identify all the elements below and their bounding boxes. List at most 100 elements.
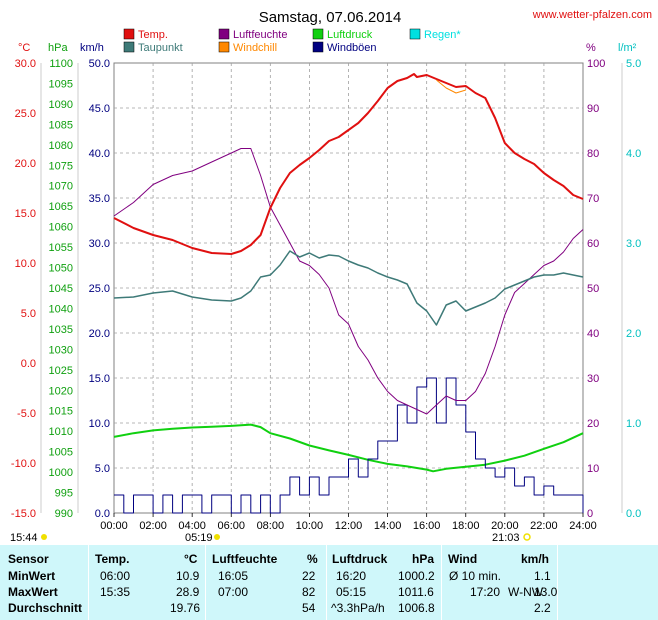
temp-axis-tick-label: 25.0 xyxy=(15,108,36,120)
stats-row-label-max: MaxWert xyxy=(8,585,58,599)
wind-axis-tick-label: 15.0 xyxy=(89,373,110,385)
series-line-windchill xyxy=(436,79,466,94)
pressure-axis-tick-label: 1095 xyxy=(49,78,73,90)
wind-axis-tick-label: 50.0 xyxy=(89,58,110,70)
stats-min-wind-time: Ø 10 min. xyxy=(449,569,502,583)
site-link[interactable]: www.wetter-pfalzen.com xyxy=(532,9,652,21)
pressure-axis-tick-label: 1055 xyxy=(49,242,73,254)
stats-max-wind-dir: W-NW xyxy=(508,585,544,599)
temp-axis-tick-label: 20.0 xyxy=(15,158,36,170)
stats-header-temp-unit: °C xyxy=(184,552,198,566)
temp-axis-unit: °C xyxy=(18,42,30,54)
humidity-axis-tick-label: 40 xyxy=(587,328,599,340)
stats-avg-press-trend: ^3.3hPa/h xyxy=(331,601,385,615)
pressure-axis-tick-label: 1005 xyxy=(49,447,73,459)
stats-header-pressure-unit: hPa xyxy=(412,552,435,566)
temp-axis-tick-label: -5.0 xyxy=(17,408,36,420)
legend-label: Regen* xyxy=(424,29,461,41)
stats-max-press-value: 1011.6 xyxy=(398,585,434,599)
x-axis-tick-label: 08:00 xyxy=(257,520,285,532)
stats-row-label-min: MinWert xyxy=(8,569,56,583)
rain-axis-unit: l/m² xyxy=(618,42,637,54)
sunset-icon xyxy=(523,533,531,541)
pressure-axis-tick-label: 1090 xyxy=(49,99,73,111)
pressure-axis-tick-label: 1000 xyxy=(49,467,73,479)
legend-swatch xyxy=(218,28,230,40)
grid xyxy=(114,63,583,513)
temp-axis-tick-label: 10.0 xyxy=(15,258,36,270)
stats-table: Sensor Temp. °C Luftfeuchte % Luftdruck … xyxy=(0,545,658,620)
x-axis-tick-label: 10:00 xyxy=(296,520,324,532)
x-axis-tick-label: 00:00 xyxy=(100,520,128,532)
legend-swatch xyxy=(123,28,135,40)
pressure-axis-tick-label: 1020 xyxy=(49,385,73,397)
pressure-axis-tick-label: 1015 xyxy=(49,406,73,418)
sun-markers: 15:44 05:19 21:03 xyxy=(10,532,531,544)
pressure-axis-tick-label: 1010 xyxy=(49,426,73,438)
pressure-axis-tick-label: 990 xyxy=(55,508,73,520)
sunrise-time: 05:19 xyxy=(185,532,213,544)
pressure-axis-tick-label: 1030 xyxy=(49,344,73,356)
stats-header-humidity: Luftfeuchte xyxy=(212,552,278,566)
humidity-axis-tick-label: 20 xyxy=(587,418,599,430)
wind-axis-tick-label: 40.0 xyxy=(89,148,110,160)
x-axis-tick-label: 20:00 xyxy=(491,520,519,532)
sun-label-left: 15:44 xyxy=(10,532,38,544)
x-axis-tick-label: 16:00 xyxy=(413,520,441,532)
series-line-temp xyxy=(113,73,584,255)
wind-axis-tick-label: 45.0 xyxy=(89,103,110,115)
pressure-axis-unit: hPa xyxy=(48,42,68,54)
stats-min-press-value: 1000.2 xyxy=(398,569,435,583)
pressure-axis-tick-label: 1040 xyxy=(49,303,73,315)
pressure-axis-tick-label: 1080 xyxy=(49,140,73,152)
stats-min-wind-value: 1.1 xyxy=(534,569,551,583)
x-axis-tick-label: 24:00 xyxy=(569,520,597,532)
x-axis-tick-label: 18:00 xyxy=(452,520,480,532)
legend-label: Luftfeuchte xyxy=(233,29,287,41)
stats-header-sensor: Sensor xyxy=(8,552,49,566)
pressure-axis-tick-label: 1085 xyxy=(49,119,73,131)
axes: 30.0 25.0 20.0 15.0 10.0 5.0 0.0 -5.0 -10.0 -15.0… xyxy=(11,58,641,532)
legend-swatch xyxy=(123,41,135,53)
humidity-axis-tick-label: 90 xyxy=(587,103,599,115)
wind-axis-tick-label: 30.0 xyxy=(89,238,110,250)
wind-axis-tick-label: 5.0 xyxy=(95,463,110,475)
sun-icon xyxy=(41,534,47,540)
series-group xyxy=(113,73,584,514)
legend-swatch xyxy=(409,28,421,40)
humidity-axis-tick-label: 60 xyxy=(587,238,599,250)
legend-label: Windchill xyxy=(233,42,277,54)
wind-axis-tick-label: 10.0 xyxy=(89,418,110,430)
pressure-axis-tick-label: 1070 xyxy=(49,181,73,193)
sunset-time: 21:03 xyxy=(492,532,520,544)
rain-axis-tick-label: 5.0 xyxy=(626,58,641,70)
x-axis-tick-label: 02:00 xyxy=(139,520,167,532)
chart-title: Samstag, 07.06.2014 xyxy=(259,9,402,26)
x-axis-tick-label: 12:00 xyxy=(335,520,363,532)
temp-axis-tick-label: -15.0 xyxy=(11,508,36,520)
legend-swatch xyxy=(312,28,324,40)
legend-label: Taupunkt xyxy=(138,42,183,54)
stats-min-press-time: 16:20 xyxy=(336,569,367,583)
stats-min-hum-value: 22 xyxy=(302,569,316,583)
x-axis-tick-label: 06:00 xyxy=(217,520,245,532)
pressure-axis-tick-label: 1065 xyxy=(49,201,73,213)
stats-max-temp-time: 15:35 xyxy=(100,585,131,599)
pressure-axis-tick-label: 995 xyxy=(55,488,73,500)
pressure-axis-tick-label: 1025 xyxy=(49,365,73,377)
stats-header-wind: Wind xyxy=(448,552,478,566)
weather-chart: Samstag, 07.06.2014 www.wetter-pfalzen.c… xyxy=(10,9,652,544)
stats-min-temp-value: 10.9 xyxy=(176,569,200,583)
wind-axis-tick-label: 20.0 xyxy=(89,328,110,340)
series-line-taupunkt xyxy=(113,250,584,326)
pressure-axis-tick-label: 1075 xyxy=(49,160,73,172)
temp-axis-tick-label: 0.0 xyxy=(21,358,36,370)
stats-header-humidity-unit: % xyxy=(307,552,318,566)
stats-max-hum-time: 07:00 xyxy=(218,585,249,599)
temp-axis-tick-label: 15.0 xyxy=(15,208,36,220)
stats-avg-wind-value: 2.2 xyxy=(534,601,551,615)
humidity-axis-tick-label: 100 xyxy=(587,58,605,70)
temp-axis-tick-label: 5.0 xyxy=(21,308,36,320)
stats-avg-press-value: 1006.8 xyxy=(398,601,435,615)
temp-axis-tick-label: -10.0 xyxy=(11,458,36,470)
